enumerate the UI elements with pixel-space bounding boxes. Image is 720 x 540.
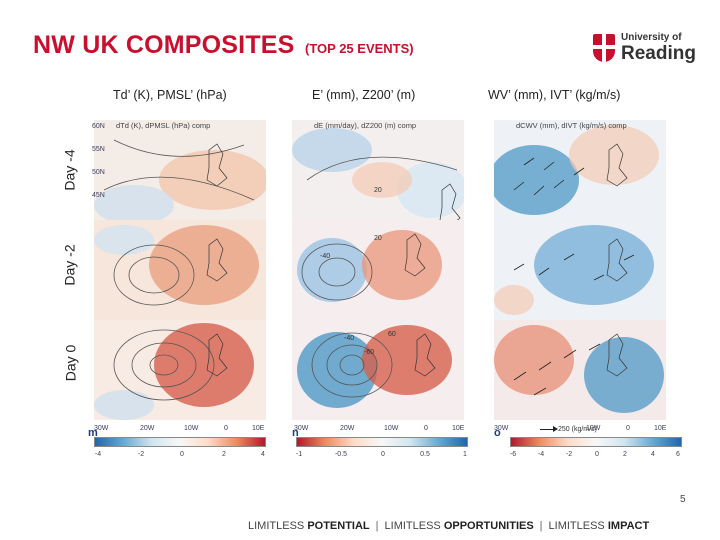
contour-label: 20 (374, 187, 382, 194)
panel-title: dCWV (mm), dIVT (kg/m/s) comp (516, 121, 627, 130)
colorbar-tick: -6 (509, 451, 517, 458)
colorbar-wv (510, 437, 682, 447)
slide-title-subtitle: (TOP 25 EVENTS) (305, 41, 414, 56)
lon-label: 10W (184, 425, 199, 432)
colorbar-tick: -0.5 (334, 451, 348, 458)
column-header-td-pmsl: Td’ (K), PMSL’ (hPa) (113, 88, 227, 102)
colorbar-tick: -2 (565, 451, 573, 458)
colorbar-e (296, 437, 468, 447)
map-panel-wv-day-0 (494, 320, 666, 420)
contour-label: -40 (320, 253, 330, 260)
colorbar-tick: 0 (381, 451, 385, 458)
lon-label: 10E (452, 425, 465, 432)
lon-label: 0 (626, 425, 630, 432)
contour-label: -40 (344, 335, 354, 342)
contour-label: 60 (388, 331, 396, 338)
colorbar-tick: -4 (537, 451, 545, 458)
lat-label: 55N (92, 146, 105, 153)
reference-arrow-icon (540, 425, 558, 432)
logo-line-1: University of (621, 32, 682, 43)
colorbar-tick: -4 (94, 451, 102, 458)
colorbar-letter-m: m (88, 427, 98, 439)
lon-label: 10E (252, 425, 265, 432)
footer-tagline: LIMITLESS POTENTIAL | LIMITLESS OPPORTUNIT… (248, 520, 650, 532)
lon-label: 20W (340, 425, 355, 432)
row-label-day-minus-4: Day -4 (62, 149, 79, 191)
lon-label: 10W (384, 425, 399, 432)
panel-title: dE (mm/day), dZ200 (m) comp (314, 121, 417, 130)
column-header-e-z200: E’ (mm), Z200’ (m) (312, 88, 416, 102)
contour-label: -60 (364, 349, 374, 356)
column-header-wv-ivt: WV’ (mm), IVT’ (kg/m/s) (488, 88, 621, 102)
lon-label: 30W (294, 425, 309, 432)
lat-label: 60N (92, 123, 105, 130)
lat-label: 50N (92, 169, 105, 176)
lon-label: 0 (424, 425, 428, 432)
colorbar-tick: 2 (222, 451, 226, 458)
colorbar-tick: 1 (463, 451, 467, 458)
row-label-day-0: Day 0 (62, 344, 79, 382)
ivt-reference-key: 250 (kg/m/s) (540, 425, 597, 433)
colorbar-tick: 0.5 (420, 451, 430, 458)
colorbar-tick: -1 (295, 451, 303, 458)
lon-label: 30W (494, 425, 509, 432)
colorbar-tick: 0 (595, 451, 599, 458)
map-panel-e-day-0: -40 -60 60 (292, 320, 464, 420)
colorbar-tick: 4 (651, 451, 655, 458)
map-panel-wv-day-minus-2 (494, 220, 666, 320)
logo-text: University of Reading (621, 32, 696, 64)
slide-title: NW UK COMPOSITES (TOP 25 EVENTS) (33, 31, 414, 60)
map-panel-td-day-minus-4: dTd (K), dPMSL (hPa) comp (94, 120, 266, 220)
colorbar-tick: 6 (676, 451, 680, 458)
university-logo: University of Reading (593, 33, 696, 63)
panel-title: dTd (K), dPMSL (hPa) comp (116, 121, 211, 130)
lon-label: 10E (654, 425, 667, 432)
colorbar-tick: 0 (180, 451, 184, 458)
lon-label: 30W (94, 425, 109, 432)
colorbar-tick: 2 (623, 451, 627, 458)
colorbar-td (94, 437, 266, 447)
lon-label: 20W (140, 425, 155, 432)
map-panel-wv-day-minus-4: dCWV (mm), dIVT (kg/m/s) comp (494, 120, 666, 220)
lon-label: 10W (586, 425, 601, 432)
map-panel-e-day-minus-2: -40 20 (292, 220, 464, 320)
colorbar-letter-n: n (292, 427, 299, 439)
contour-label: 20 (374, 235, 382, 242)
lat-label: 45N (92, 192, 105, 199)
map-panel-td-day-0 (94, 320, 266, 420)
university-crest-icon (593, 34, 615, 62)
logo-line-2: Reading (621, 43, 696, 64)
map-panel-td-day-minus-2 (94, 220, 266, 320)
slide-title-main: NW UK COMPOSITES (33, 31, 295, 59)
map-panel-e-day-minus-4: 20 dE (mm/day), dZ200 (m) comp (292, 120, 464, 220)
row-label-day-minus-2: Day -2 (62, 244, 79, 286)
colorbar-letter-o: o (494, 427, 501, 439)
colorbar-tick: -2 (137, 451, 145, 458)
lon-label: 0 (224, 425, 228, 432)
page-number: 5 (680, 494, 686, 505)
colorbar-tick: 4 (261, 451, 265, 458)
